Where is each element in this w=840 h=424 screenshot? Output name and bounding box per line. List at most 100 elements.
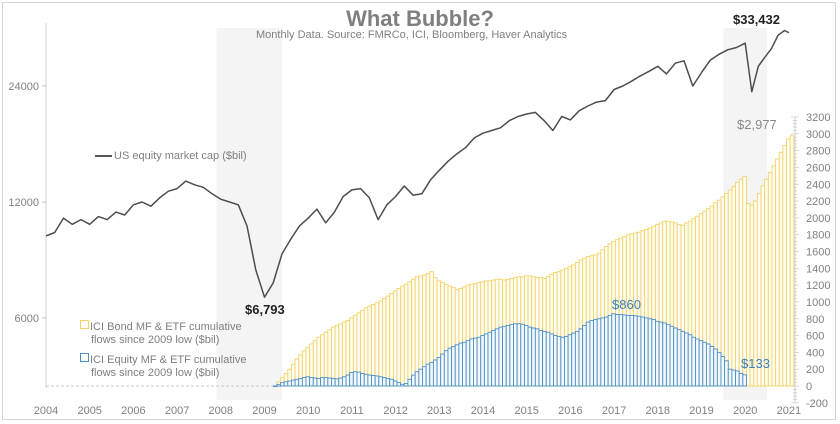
bar	[480, 335, 485, 387]
x-tick-label: 2011	[340, 405, 364, 417]
bar	[789, 135, 795, 387]
bar	[676, 329, 682, 387]
bar	[374, 375, 380, 387]
bar	[309, 377, 314, 387]
bar	[523, 325, 529, 387]
bar	[724, 360, 729, 387]
bar	[447, 347, 453, 387]
bar	[593, 319, 598, 387]
bar	[735, 182, 740, 387]
legend-bond: ICI Bond MF & ETF cumulative flows since…	[80, 320, 242, 347]
bar	[651, 319, 656, 387]
bar	[742, 176, 747, 387]
bar	[425, 363, 431, 387]
bar	[363, 373, 369, 387]
bar	[542, 330, 547, 387]
bar	[655, 320, 660, 387]
bar	[695, 338, 700, 387]
bar	[305, 376, 311, 387]
bar	[338, 377, 343, 387]
chart-frame	[2, 2, 836, 420]
bar	[618, 314, 624, 387]
bar	[738, 178, 744, 387]
bar	[775, 158, 780, 387]
bar	[629, 314, 635, 387]
bar	[705, 343, 711, 387]
right-tick-label: 2000	[806, 213, 830, 225]
bar	[345, 374, 351, 387]
x-tick-label: 2012	[383, 405, 407, 417]
bar	[607, 314, 613, 387]
bar	[720, 356, 726, 387]
bar	[280, 382, 285, 387]
bar	[349, 372, 354, 387]
bar	[283, 381, 289, 387]
bar	[487, 331, 493, 387]
bar	[396, 382, 402, 387]
annotation-market-cap-high: $33,432	[733, 12, 780, 27]
bond-flow-bars	[272, 135, 795, 387]
x-tick-label: 2006	[121, 405, 145, 417]
bar	[385, 295, 391, 387]
bar	[709, 346, 715, 387]
bar	[527, 326, 533, 387]
x-tick-label: 2007	[165, 405, 189, 417]
bar	[476, 336, 482, 387]
bar	[320, 377, 325, 387]
bar	[545, 331, 551, 387]
bar	[327, 377, 332, 387]
bar	[727, 368, 733, 387]
annotation-market-cap-low: $6,793	[245, 302, 285, 317]
bar	[622, 314, 627, 387]
bar	[767, 172, 773, 387]
right-tick-label: 2400	[806, 179, 830, 191]
bar	[684, 332, 689, 387]
left-tick-label: 24000	[8, 81, 39, 93]
bar	[538, 330, 544, 387]
bar	[403, 283, 409, 387]
bar	[371, 304, 376, 387]
chart-subtitle: Monthly Data. Source: FMRCo, ICI, Bloomb…	[256, 29, 568, 41]
x-axis-labels: 2004 2005 2006 2007 2008 2009 2010 2011 2012 2013…	[34, 405, 801, 417]
bar	[327, 329, 332, 387]
x-tick-label: 2014	[471, 405, 495, 417]
bar	[680, 330, 686, 387]
bar	[334, 378, 340, 387]
bar	[589, 319, 595, 387]
bar	[469, 338, 474, 387]
x-tick-label: 2016	[558, 405, 582, 417]
bar	[647, 318, 653, 387]
bar	[381, 377, 387, 387]
bar	[360, 372, 365, 387]
bar	[432, 359, 438, 387]
bar	[407, 281, 413, 387]
recession-band	[216, 28, 282, 400]
bar	[516, 323, 522, 387]
bar	[662, 322, 667, 387]
bar	[640, 316, 645, 387]
bar	[498, 326, 504, 387]
bar	[323, 377, 329, 387]
bar	[724, 193, 729, 387]
right-tick-label: 3000	[806, 129, 830, 141]
bar	[491, 330, 496, 387]
bar	[276, 383, 281, 387]
bar	[367, 374, 372, 387]
bar	[400, 383, 405, 387]
bar	[473, 337, 478, 387]
bar	[786, 138, 791, 387]
x-tick-label: 2008	[209, 405, 233, 417]
legend-market-cap: US equity market cap ($bil)	[95, 150, 247, 162]
bar	[698, 340, 704, 387]
market-cap-line-group	[45, 29, 790, 298]
bar	[411, 374, 416, 387]
bar	[418, 368, 423, 387]
legend-market-cap-label: US equity market cap ($bil)	[114, 150, 247, 162]
bar	[509, 324, 514, 387]
bar	[378, 300, 383, 387]
bar	[411, 278, 416, 387]
bar	[414, 371, 420, 387]
bar	[665, 324, 671, 387]
bar	[604, 316, 609, 387]
